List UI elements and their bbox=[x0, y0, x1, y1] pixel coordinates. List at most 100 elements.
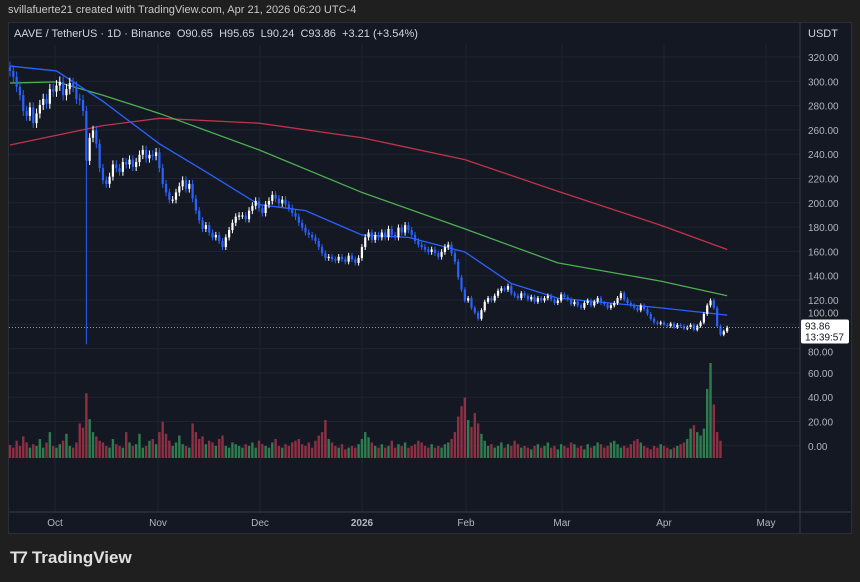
volume-bar bbox=[380, 444, 384, 458]
candle-body bbox=[500, 288, 503, 291]
volume-bar bbox=[78, 423, 81, 458]
candle-body bbox=[427, 249, 430, 252]
price-tick-label: 220.00 bbox=[808, 175, 839, 186]
candle-body bbox=[440, 251, 443, 257]
volume-bar bbox=[543, 445, 546, 458]
candle-body bbox=[194, 198, 198, 211]
candle-body bbox=[198, 210, 201, 221]
candle-body bbox=[526, 295, 530, 300]
volume-bar bbox=[666, 447, 669, 458]
candle-body bbox=[579, 305, 583, 308]
volume-bar bbox=[556, 449, 559, 458]
candle-body bbox=[241, 215, 244, 217]
candle-body bbox=[330, 256, 334, 260]
candle-body bbox=[566, 296, 569, 300]
volume-bar bbox=[32, 444, 35, 458]
time-tick-label: Apr bbox=[656, 518, 672, 529]
volume-bar bbox=[284, 444, 287, 458]
volume-bar bbox=[128, 442, 131, 458]
volume-bar bbox=[307, 442, 310, 458]
volume-bar bbox=[457, 416, 460, 458]
volume-bar bbox=[443, 444, 447, 458]
symbol-name[interactable]: AAVE / TetherUS · 1D · Binance bbox=[14, 28, 171, 40]
candle-body bbox=[71, 83, 75, 87]
candle-body bbox=[390, 228, 393, 235]
volume-bar bbox=[38, 439, 42, 458]
currency-unit[interactable]: USDT bbox=[808, 28, 838, 40]
volume-bar bbox=[437, 445, 440, 458]
candle-body bbox=[118, 168, 121, 172]
volume-bar bbox=[231, 442, 234, 458]
candle-body bbox=[12, 70, 15, 77]
volume-bar bbox=[374, 445, 377, 458]
candle-body bbox=[15, 77, 18, 87]
volume-bar bbox=[586, 444, 589, 458]
volume-bar bbox=[161, 421, 164, 458]
candle-body bbox=[470, 298, 473, 308]
candle-body bbox=[457, 261, 460, 278]
volume-bar bbox=[486, 445, 490, 458]
volume-bar bbox=[354, 447, 357, 458]
volume-bar bbox=[596, 442, 599, 458]
candle-body bbox=[264, 204, 267, 214]
volume-bar bbox=[403, 442, 407, 458]
volume-bar bbox=[125, 432, 128, 458]
candle-body bbox=[619, 293, 622, 299]
candle-body bbox=[364, 237, 367, 248]
candle-body bbox=[228, 230, 231, 238]
candle-body bbox=[78, 98, 81, 101]
candle-body bbox=[218, 234, 221, 242]
volume-bar bbox=[579, 445, 583, 458]
volume-bar bbox=[18, 445, 22, 458]
candle-body bbox=[247, 210, 251, 220]
volume-bar bbox=[480, 433, 483, 458]
candle-body bbox=[301, 222, 304, 228]
volume-bar bbox=[320, 432, 324, 458]
volume-bar bbox=[291, 442, 294, 458]
volume-bar bbox=[198, 439, 201, 458]
candle-body bbox=[560, 294, 563, 301]
candle-body bbox=[576, 301, 579, 306]
time-tick-label: May bbox=[757, 518, 776, 529]
volume-bar bbox=[148, 440, 151, 458]
time-tick-label: 2026 bbox=[351, 518, 374, 529]
volume-bar bbox=[151, 439, 154, 458]
volume-bar bbox=[709, 363, 712, 458]
candle-body bbox=[81, 100, 85, 112]
candle-body bbox=[433, 249, 437, 254]
candle-body bbox=[28, 107, 32, 116]
volume-bar bbox=[626, 447, 629, 458]
candle-body bbox=[350, 255, 354, 260]
last-price-badge bbox=[801, 319, 849, 344]
volume-bar bbox=[563, 445, 566, 458]
candle-body bbox=[646, 309, 649, 314]
volume-bar bbox=[613, 440, 616, 458]
candle-body bbox=[261, 208, 264, 214]
tv-logo-icon: T7 bbox=[10, 548, 28, 567]
candle-body bbox=[274, 194, 277, 199]
candle-body bbox=[583, 302, 586, 308]
volume-bar bbox=[154, 444, 158, 458]
volume-bar bbox=[208, 440, 211, 458]
volume-bar bbox=[656, 447, 659, 458]
candle-body bbox=[251, 205, 254, 211]
candle-body bbox=[277, 198, 281, 204]
volume-bar bbox=[88, 419, 91, 458]
candle-body bbox=[367, 232, 370, 238]
volume-bar bbox=[254, 447, 257, 458]
price-tick-label: 280.00 bbox=[808, 102, 839, 113]
volume-bar bbox=[476, 423, 480, 458]
candle-body bbox=[244, 215, 247, 220]
candle-body bbox=[125, 162, 128, 165]
candle-body bbox=[211, 232, 214, 238]
candle-body bbox=[201, 220, 204, 229]
candle-body bbox=[410, 230, 413, 235]
candle-body bbox=[168, 192, 171, 200]
candle-body bbox=[699, 322, 702, 327]
candle-body bbox=[430, 249, 433, 252]
candle-body bbox=[138, 154, 141, 163]
volume-bar bbox=[646, 447, 649, 458]
candle-body bbox=[317, 241, 320, 248]
volume-bar bbox=[75, 442, 78, 458]
